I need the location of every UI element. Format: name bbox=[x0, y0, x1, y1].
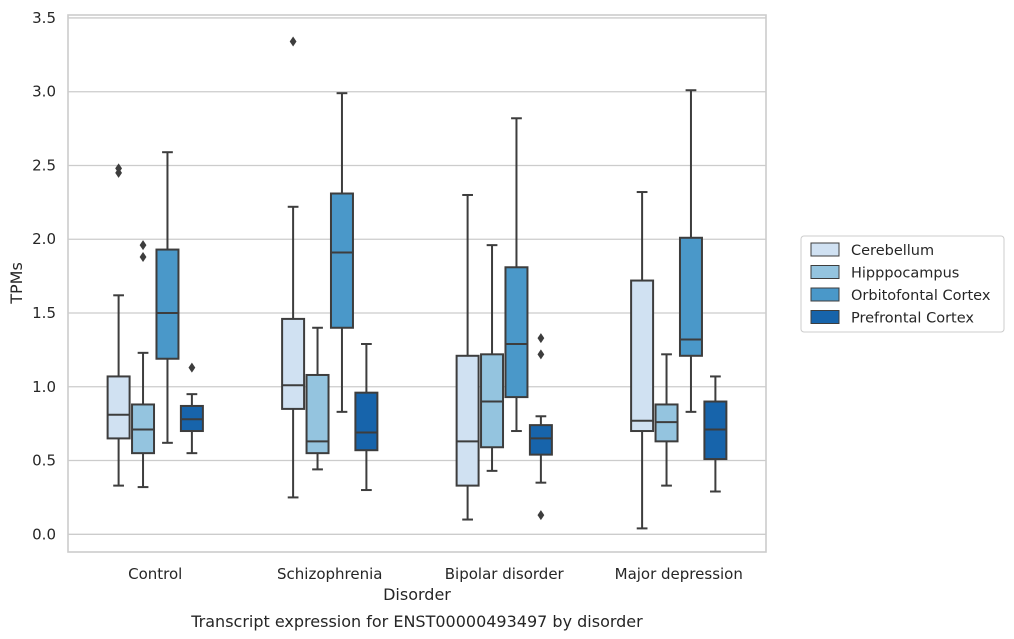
y-tick-label: 3.5 bbox=[32, 9, 56, 27]
outlier-point bbox=[188, 362, 196, 373]
outlier-point bbox=[537, 333, 545, 344]
box-rect bbox=[504, 266, 529, 399]
box-hipppocampus bbox=[654, 353, 679, 487]
legend-label: Cerebellum bbox=[851, 243, 934, 259]
box-prefrontal-cortex bbox=[528, 333, 553, 521]
box-cerebellum bbox=[455, 193, 480, 521]
outlier-point bbox=[139, 251, 147, 262]
x-tick-labels: Control Schizophrenia Bipolar disorder Majo… bbox=[128, 565, 743, 583]
y-axis-title: TPMs bbox=[7, 262, 26, 305]
box-groups bbox=[106, 36, 728, 530]
box-cerebellum bbox=[281, 36, 306, 499]
box-rect bbox=[678, 236, 703, 357]
x-tick-label: Control bbox=[128, 565, 182, 583]
box-prefrontal-cortex bbox=[354, 342, 379, 492]
x-tick-label: Schizophrenia bbox=[277, 565, 382, 583]
box-rect bbox=[528, 424, 553, 456]
box-rect bbox=[155, 248, 180, 360]
outlier-point bbox=[537, 510, 545, 521]
x-tick-label: Major depression bbox=[615, 565, 743, 583]
outlier-point bbox=[139, 240, 147, 251]
y-tick-label: 1.5 bbox=[32, 304, 56, 322]
legend-label: Orbitofontal Cortex bbox=[851, 288, 991, 304]
box-rect bbox=[329, 192, 354, 329]
box-cerebellum bbox=[106, 163, 131, 487]
legend-label: Prefrontal Cortex bbox=[851, 311, 974, 327]
outlier-point bbox=[537, 349, 545, 360]
box-orbitofontal-cortex bbox=[504, 117, 529, 433]
box-hipppocampus bbox=[131, 240, 156, 489]
legend-swatch bbox=[810, 242, 840, 257]
chart-caption: Transcript expression for ENST0000049349… bbox=[190, 612, 643, 631]
box-rect bbox=[455, 354, 480, 487]
grid-lines bbox=[68, 17, 766, 535]
plot-frame bbox=[67, 14, 767, 553]
legend-swatch bbox=[810, 287, 840, 302]
category-group bbox=[455, 117, 553, 521]
y-tick-label: 2.0 bbox=[32, 230, 56, 248]
x-axis-title: Disorder bbox=[383, 585, 451, 604]
y-tick-label: 0.5 bbox=[32, 452, 56, 470]
box-orbitofontal-cortex bbox=[329, 92, 354, 413]
y-tick-labels: 0.0 0.5 1.0 1.5 2.0 2.5 3.0 3.5 bbox=[32, 9, 56, 543]
category-group bbox=[281, 36, 379, 499]
box-hipppocampus bbox=[305, 326, 330, 471]
category-group bbox=[630, 89, 728, 530]
box-cerebellum bbox=[630, 191, 655, 530]
outlier-point bbox=[289, 36, 297, 47]
box-rect bbox=[354, 391, 379, 452]
box-rect bbox=[106, 375, 131, 440]
legend: Cerebellum Hipppocampus Orbitofontal Corte… bbox=[800, 235, 1005, 333]
legend-swatch bbox=[810, 265, 840, 279]
legend-label: Hipppocampus bbox=[851, 266, 959, 282]
y-tick-label: 3.0 bbox=[32, 83, 56, 101]
y-tick-label: 2.5 bbox=[32, 156, 56, 174]
outlier-point bbox=[115, 163, 123, 174]
box-rect bbox=[630, 279, 655, 433]
box-prefrontal-cortex bbox=[179, 362, 204, 455]
box-rect bbox=[305, 373, 330, 455]
y-tick-label: 0.0 bbox=[32, 525, 56, 543]
box-prefrontal-cortex bbox=[703, 375, 728, 493]
box-orbitofontal-cortex bbox=[155, 151, 180, 444]
box-orbitofontal-cortex bbox=[678, 89, 703, 413]
legend-swatch bbox=[810, 310, 840, 324]
category-group bbox=[106, 151, 204, 489]
legend-frame bbox=[800, 235, 1005, 333]
x-tick-label: Bipolar disorder bbox=[445, 565, 565, 583]
y-tick-label: 1.0 bbox=[32, 378, 56, 396]
box-rect bbox=[281, 317, 306, 410]
box-hipppocampus bbox=[480, 244, 505, 472]
